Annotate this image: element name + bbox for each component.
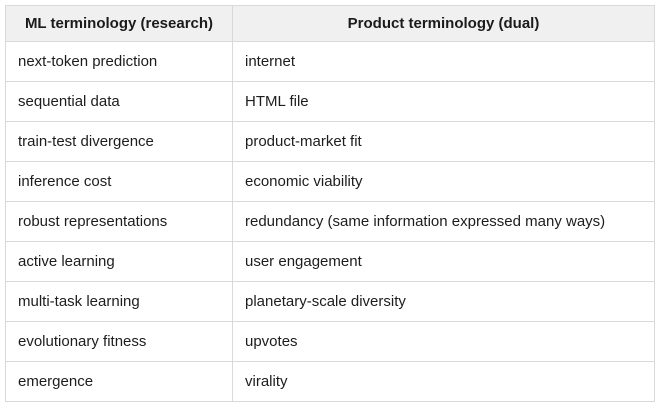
table-row: evolutionary fitness upvotes: [5, 321, 655, 362]
cell-ml-term: train-test divergence: [5, 121, 233, 162]
cell-product-term: virality: [232, 361, 655, 402]
table-header-row: ML terminology (research) Product termin…: [5, 5, 655, 42]
cell-product-term: upvotes: [232, 321, 655, 362]
cell-product-term: planetary-scale diversity: [232, 281, 655, 322]
cell-ml-term: multi-task learning: [5, 281, 233, 322]
cell-product-term: product-market fit: [232, 121, 655, 162]
cell-ml-term: active learning: [5, 241, 233, 282]
table-row: emergence virality: [5, 361, 655, 402]
table-row: active learning user engagement: [5, 241, 655, 282]
cell-product-term: economic viability: [232, 161, 655, 202]
cell-ml-term: sequential data: [5, 81, 233, 122]
cell-ml-term: inference cost: [5, 161, 233, 202]
column-header-ml-terminology: ML terminology (research): [5, 5, 233, 42]
table-row: inference cost economic viability: [5, 161, 655, 202]
table-row: next-token prediction internet: [5, 41, 655, 82]
table-row: sequential data HTML file: [5, 81, 655, 122]
cell-product-term: HTML file: [232, 81, 655, 122]
cell-product-term: redundancy (same information expressed m…: [232, 201, 655, 242]
table-row: train-test divergence product-market fit: [5, 121, 655, 162]
cell-ml-term: evolutionary fitness: [5, 321, 233, 362]
terminology-table: ML terminology (research) Product termin…: [5, 5, 655, 402]
cell-product-term: user engagement: [232, 241, 655, 282]
table-row: multi-task learning planetary-scale dive…: [5, 281, 655, 322]
cell-ml-term: emergence: [5, 361, 233, 402]
cell-product-term: internet: [232, 41, 655, 82]
column-header-product-terminology: Product terminology (dual): [232, 5, 655, 42]
cell-ml-term: robust representations: [5, 201, 233, 242]
cell-ml-term: next-token prediction: [5, 41, 233, 82]
table-row: robust representations redundancy (same …: [5, 201, 655, 242]
